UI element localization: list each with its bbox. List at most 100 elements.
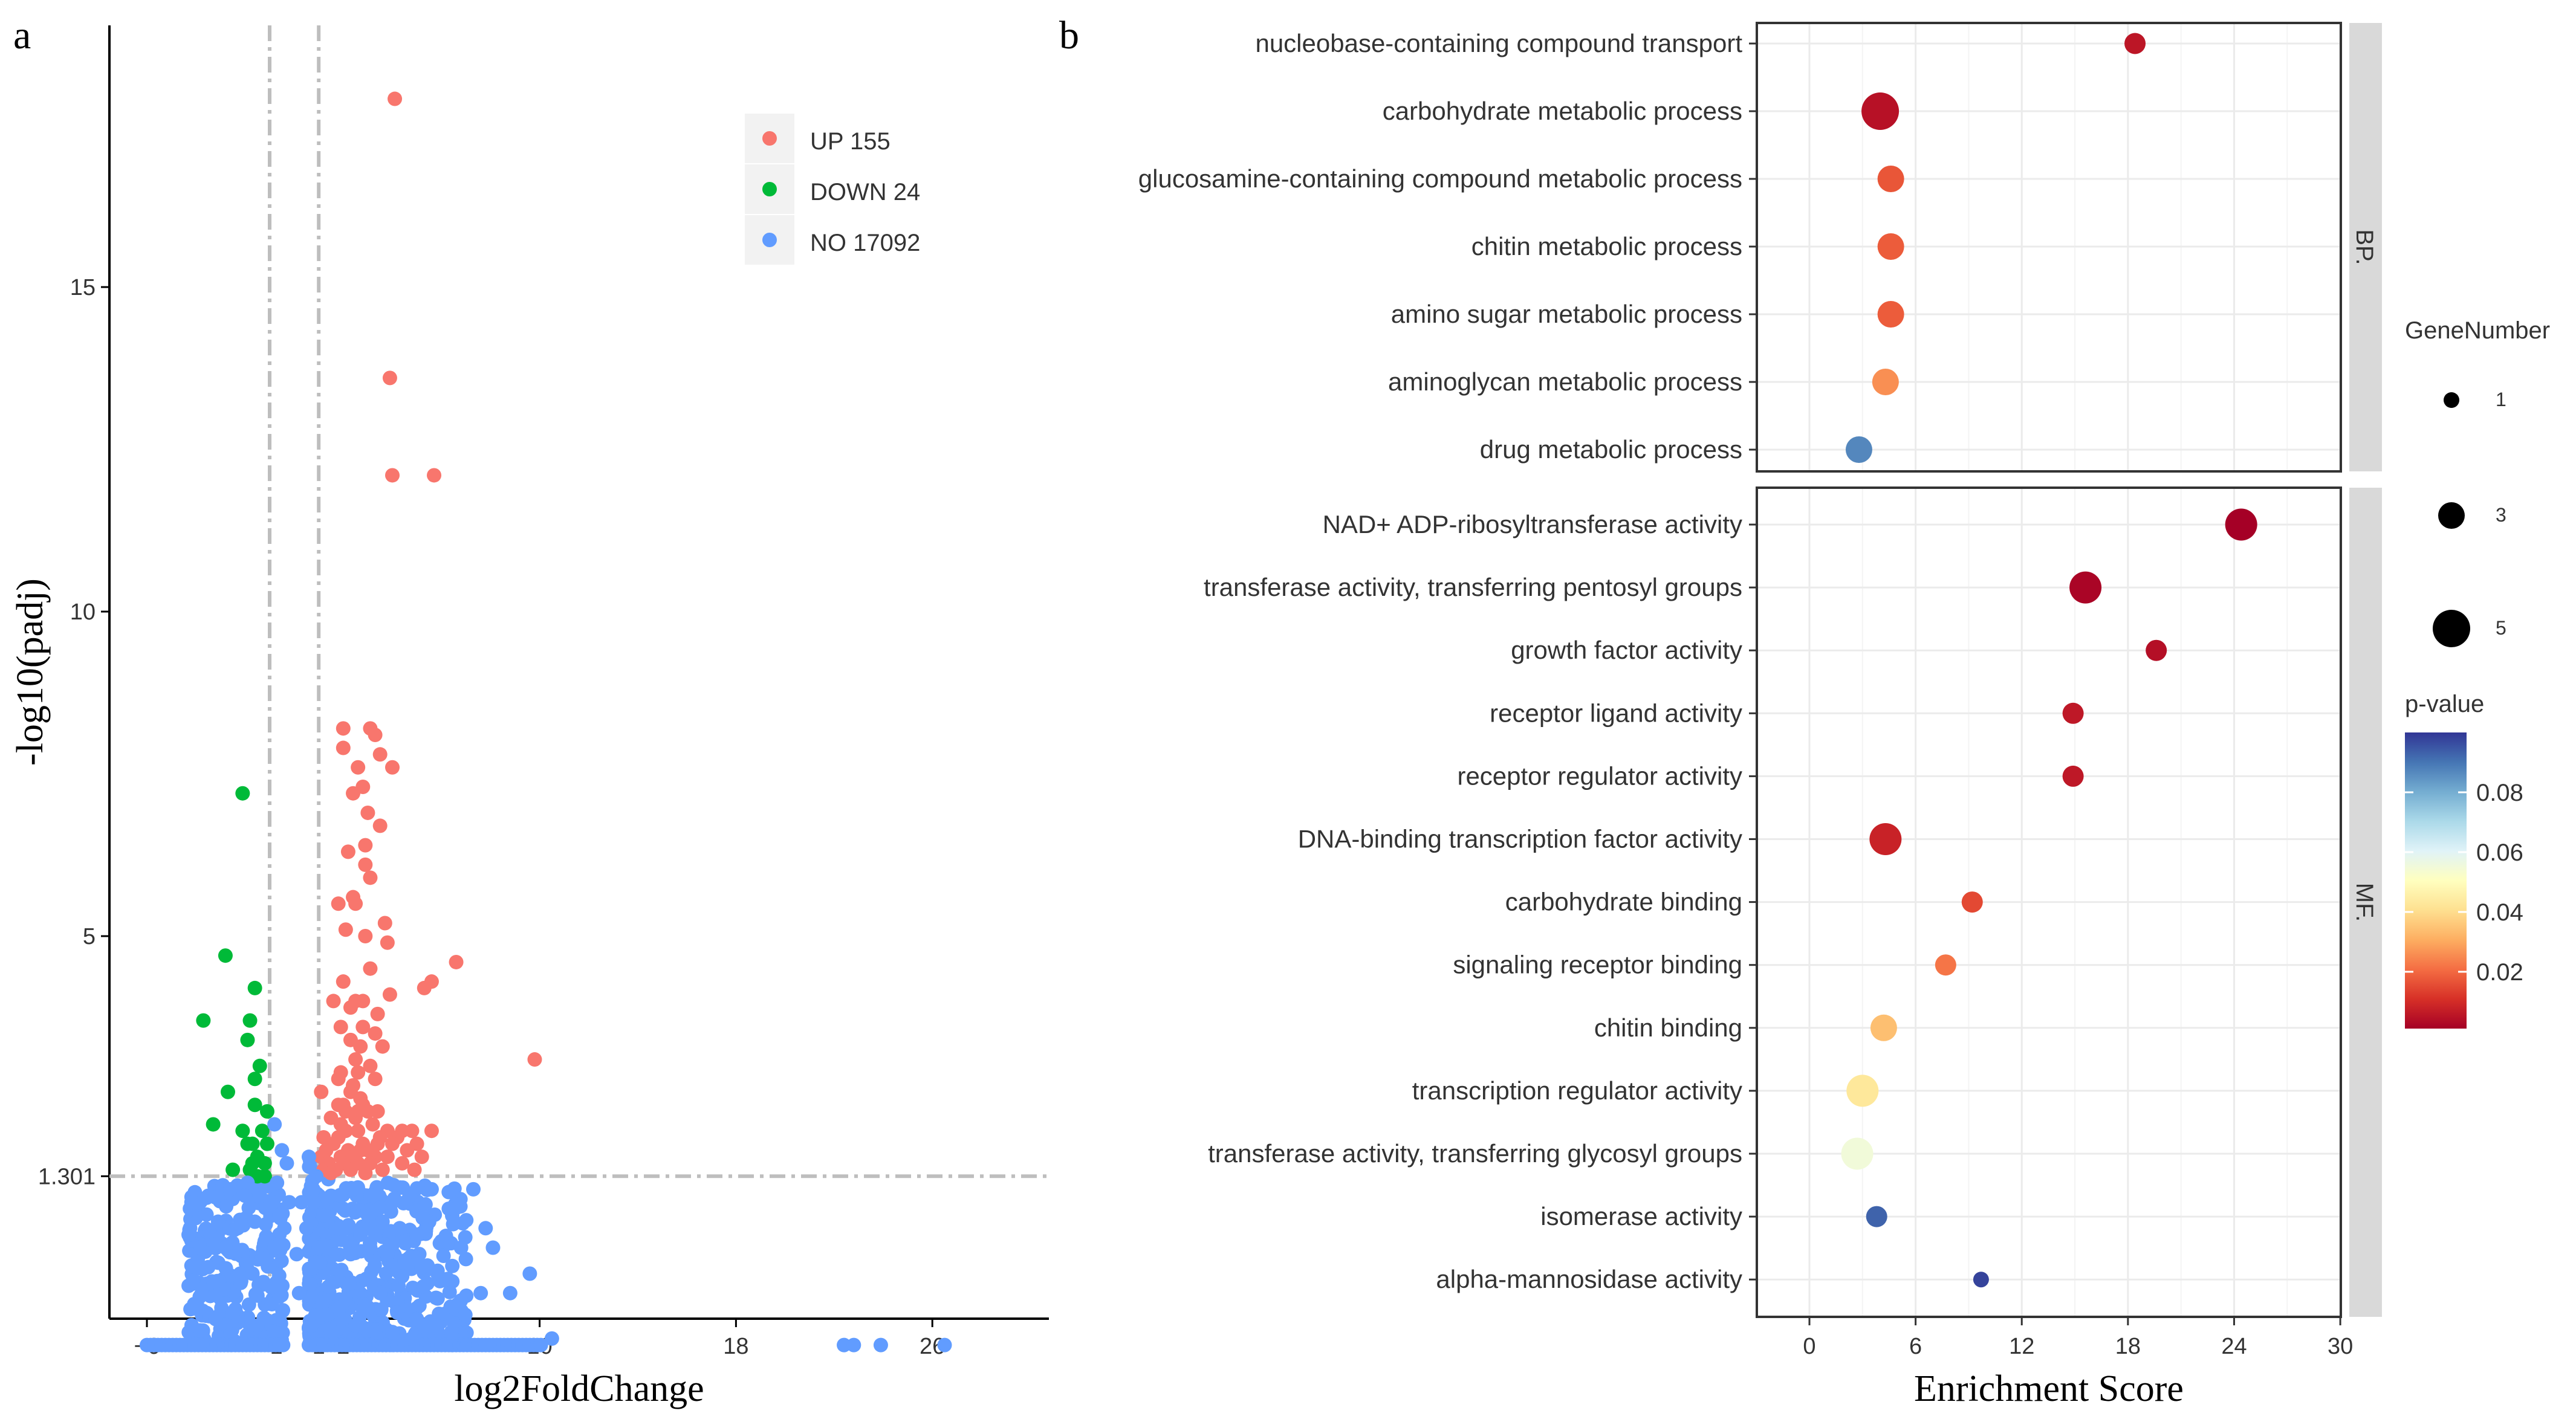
no-point	[445, 1258, 460, 1273]
enrichment-dot	[1870, 1014, 1897, 1041]
no-point	[304, 1318, 319, 1333]
no-point	[846, 1337, 861, 1353]
up-point	[355, 994, 371, 1009]
facet-strip-mf	[2349, 488, 2382, 1317]
term-label: nucleobase-containing compound transport	[1255, 29, 1742, 57]
term-label: chitin binding	[1594, 1013, 1742, 1042]
no-point	[360, 1207, 375, 1223]
facet-strip-bp-label: BP.	[2351, 229, 2378, 265]
up-point	[365, 1117, 380, 1132]
up-point	[449, 954, 464, 969]
up-point	[353, 1039, 368, 1054]
no-point	[186, 1299, 201, 1314]
volcano-xlabel: log2FoldChange	[454, 1368, 704, 1409]
up-point	[395, 1156, 410, 1171]
no-point	[436, 1273, 452, 1288]
up-point	[377, 916, 392, 931]
no-point	[414, 1259, 429, 1275]
no-point	[367, 1258, 382, 1273]
up-point	[333, 1020, 348, 1035]
no-point	[294, 1195, 309, 1210]
volcano-legend: UP 155 DOWN 24 NO 17092	[745, 114, 920, 265]
no-point	[443, 1299, 458, 1314]
no-point	[466, 1181, 481, 1197]
legend-key-down	[762, 182, 777, 196]
no-point	[181, 1325, 196, 1340]
no-point	[225, 1305, 241, 1320]
no-point	[447, 1181, 462, 1196]
size-legend-dot	[2444, 392, 2459, 408]
term-label: receptor ligand activity	[1490, 699, 1742, 727]
down-point	[259, 1136, 274, 1151]
dotplot-x-tick-label: 12	[2009, 1334, 2034, 1359]
dotplot-x-ticks: 0 6 12 18 24 30	[1803, 1317, 2353, 1359]
up-point	[358, 838, 373, 853]
no-point	[201, 1188, 216, 1203]
no-point	[372, 1285, 388, 1301]
size-legend-dot	[2438, 502, 2465, 529]
up-point	[385, 760, 400, 775]
no-point	[434, 1233, 449, 1249]
legend-key-up	[762, 131, 777, 146]
up-point	[355, 1020, 371, 1035]
term-label: glucosamine-containing compound metaboli…	[1138, 164, 1742, 193]
facet-strip-mf-label: MF.	[2351, 883, 2378, 922]
enrichment-dot	[1846, 1075, 1879, 1107]
enrichment-dot	[2124, 33, 2146, 54]
no-point	[311, 1240, 326, 1255]
term-label: receptor regulator activity	[1457, 761, 1742, 790]
dotplot-points	[1841, 33, 2257, 1288]
down-point	[220, 1084, 235, 1099]
no-point	[392, 1221, 407, 1236]
no-point	[323, 1188, 339, 1203]
down-point	[247, 980, 262, 995]
series-up	[314, 91, 542, 1181]
up-point	[414, 1149, 429, 1165]
no-point	[267, 1117, 282, 1132]
enrichment-dot	[2069, 571, 2102, 604]
dotplot-x-tick-label: 6	[1909, 1334, 1922, 1359]
no-point	[485, 1240, 501, 1255]
volcano-x-tick-label: 18	[723, 1334, 748, 1359]
down-point	[257, 1156, 272, 1171]
no-point	[385, 1195, 400, 1210]
term-label: transferase activity, transferring pento…	[1204, 573, 1742, 601]
up-point	[380, 935, 395, 950]
down-point	[196, 1013, 211, 1028]
volcano-points	[140, 91, 952, 1353]
no-point	[416, 1279, 431, 1294]
up-point	[338, 922, 353, 937]
down-point	[218, 948, 233, 963]
no-point	[282, 1195, 297, 1210]
panel-label-b: b	[1059, 13, 1079, 57]
no-point	[272, 1207, 287, 1223]
dotplot-xlabel: Enrichment Score	[1914, 1368, 2184, 1409]
up-point	[314, 1084, 329, 1099]
term-label: drug metabolic process	[1480, 435, 1742, 464]
no-point	[473, 1285, 488, 1301]
up-point	[346, 786, 361, 801]
term-label: transcription regulator activity	[1412, 1076, 1742, 1105]
term-label: alpha-mannosidase activity	[1436, 1265, 1742, 1293]
no-point	[378, 1266, 394, 1281]
up-point	[375, 1039, 390, 1054]
no-point	[373, 1200, 388, 1215]
no-point	[223, 1181, 238, 1197]
enrichment-dot	[1877, 301, 1904, 328]
no-point	[459, 1213, 474, 1228]
color-legend-label: 0.02	[2476, 959, 2523, 986]
down-point	[206, 1117, 221, 1132]
facet-strip-bp	[2349, 23, 2382, 471]
up-point	[358, 1166, 373, 1181]
up-point	[385, 468, 400, 483]
no-point	[397, 1253, 412, 1268]
up-point	[336, 974, 351, 989]
size-legend-dot	[2433, 610, 2470, 647]
up-point	[370, 1006, 385, 1021]
up-point	[351, 1065, 366, 1080]
no-point	[319, 1307, 334, 1322]
no-point	[276, 1337, 291, 1353]
panel-label-a: a	[13, 13, 31, 57]
no-point	[274, 1143, 290, 1158]
